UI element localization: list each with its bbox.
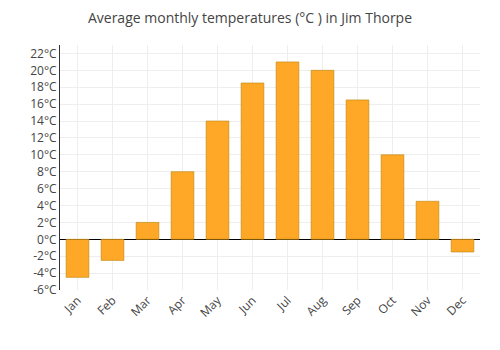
svg-text:18°C: 18°C (30, 78, 57, 95)
svg-text:10°C: 10°C (30, 146, 57, 163)
svg-text:-4°C: -4°C (33, 264, 57, 281)
svg-text:Dec: Dec (443, 292, 470, 319)
svg-text:Jun: Jun (234, 292, 259, 317)
svg-text:Sep: Sep (338, 292, 365, 319)
svg-text:22°C: 22°C (30, 45, 57, 62)
svg-text:0°C: 0°C (37, 231, 57, 248)
svg-text:-2°C: -2°C (33, 247, 57, 264)
svg-text:Average monthly temperatures (: Average monthly temperatures (°C ) in Ji… (88, 8, 412, 27)
svg-text:Oct: Oct (374, 292, 400, 318)
svg-text:14°C: 14°C (30, 112, 57, 129)
svg-text:20°C: 20°C (30, 62, 57, 79)
svg-text:Feb: Feb (93, 292, 119, 318)
svg-text:12°C: 12°C (30, 129, 57, 146)
svg-text:Nov: Nov (407, 292, 435, 320)
svg-text:8°C: 8°C (37, 163, 57, 180)
svg-text:4°C: 4°C (37, 197, 57, 214)
svg-text:Aug: Aug (302, 292, 330, 320)
svg-text:Jan: Jan (60, 292, 85, 317)
svg-text:Mar: Mar (127, 292, 155, 320)
svg-text:Jul: Jul (272, 292, 294, 314)
svg-text:-6°C: -6°C (33, 281, 57, 298)
svg-text:May: May (196, 291, 225, 320)
svg-text:6°C: 6°C (37, 180, 57, 197)
svg-text:16°C: 16°C (30, 95, 57, 112)
svg-text:Apr: Apr (164, 292, 190, 318)
svg-text:2°C: 2°C (37, 214, 57, 231)
